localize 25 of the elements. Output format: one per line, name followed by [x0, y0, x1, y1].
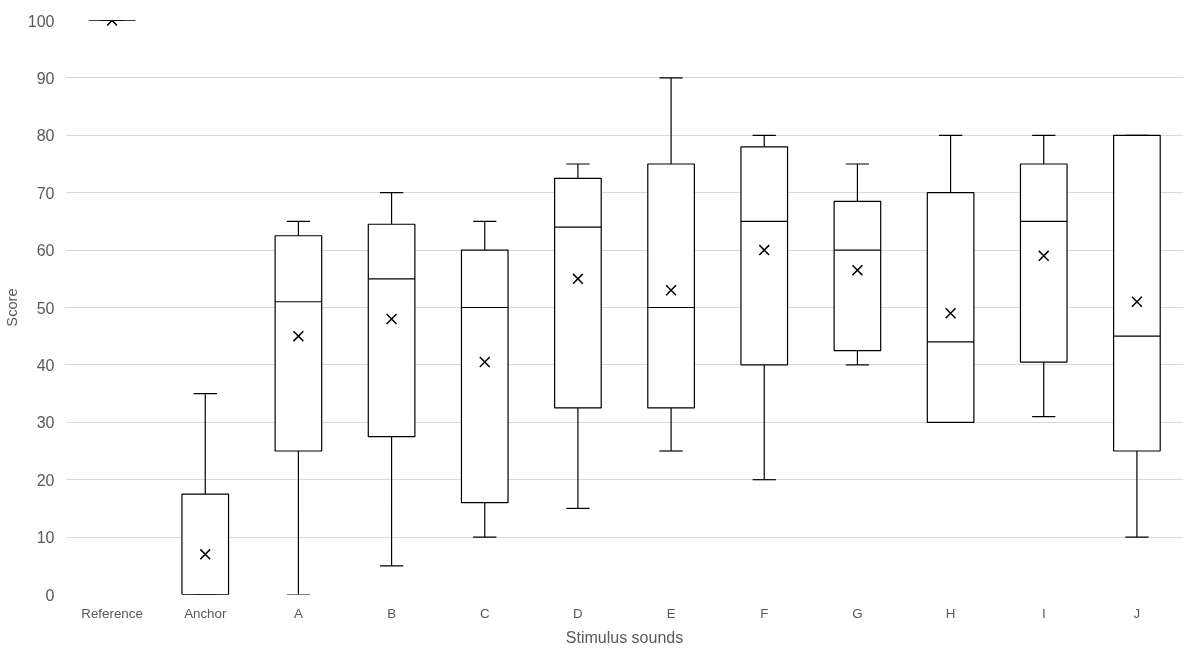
x-tick-label: E [666, 605, 676, 621]
y-tick-label: 10 [36, 529, 55, 547]
x-tick-label: D [573, 605, 583, 621]
y-axis-title: Score [3, 288, 20, 327]
x-tick-label: F [760, 605, 769, 621]
y-tick-label: 100 [27, 12, 55, 30]
x-tick-label: I [1041, 605, 1046, 621]
x-tick-label: B [387, 605, 397, 621]
x-tick-label: H [945, 605, 956, 621]
y-tick-label: 30 [36, 414, 55, 432]
y-tick-label: 90 [36, 69, 55, 87]
x-tick-label: A [293, 605, 303, 621]
y-tick-label: 40 [36, 356, 55, 374]
x-tick-label: C [479, 605, 490, 621]
y-tick-label: 0 [45, 586, 55, 604]
x-tick-label: Reference [81, 605, 143, 621]
y-tick-label: 70 [36, 184, 55, 202]
x-tick-label: G [852, 605, 863, 621]
y-tick-label: 50 [36, 299, 55, 317]
x-tick-label: Anchor [184, 605, 227, 621]
y-tick-label: 80 [36, 127, 55, 145]
x-tick-label: J [1133, 605, 1141, 621]
y-tick-label: 20 [36, 471, 55, 489]
y-tick-label: 60 [36, 242, 55, 260]
x-axis-title: Stimulus sounds [565, 628, 684, 646]
